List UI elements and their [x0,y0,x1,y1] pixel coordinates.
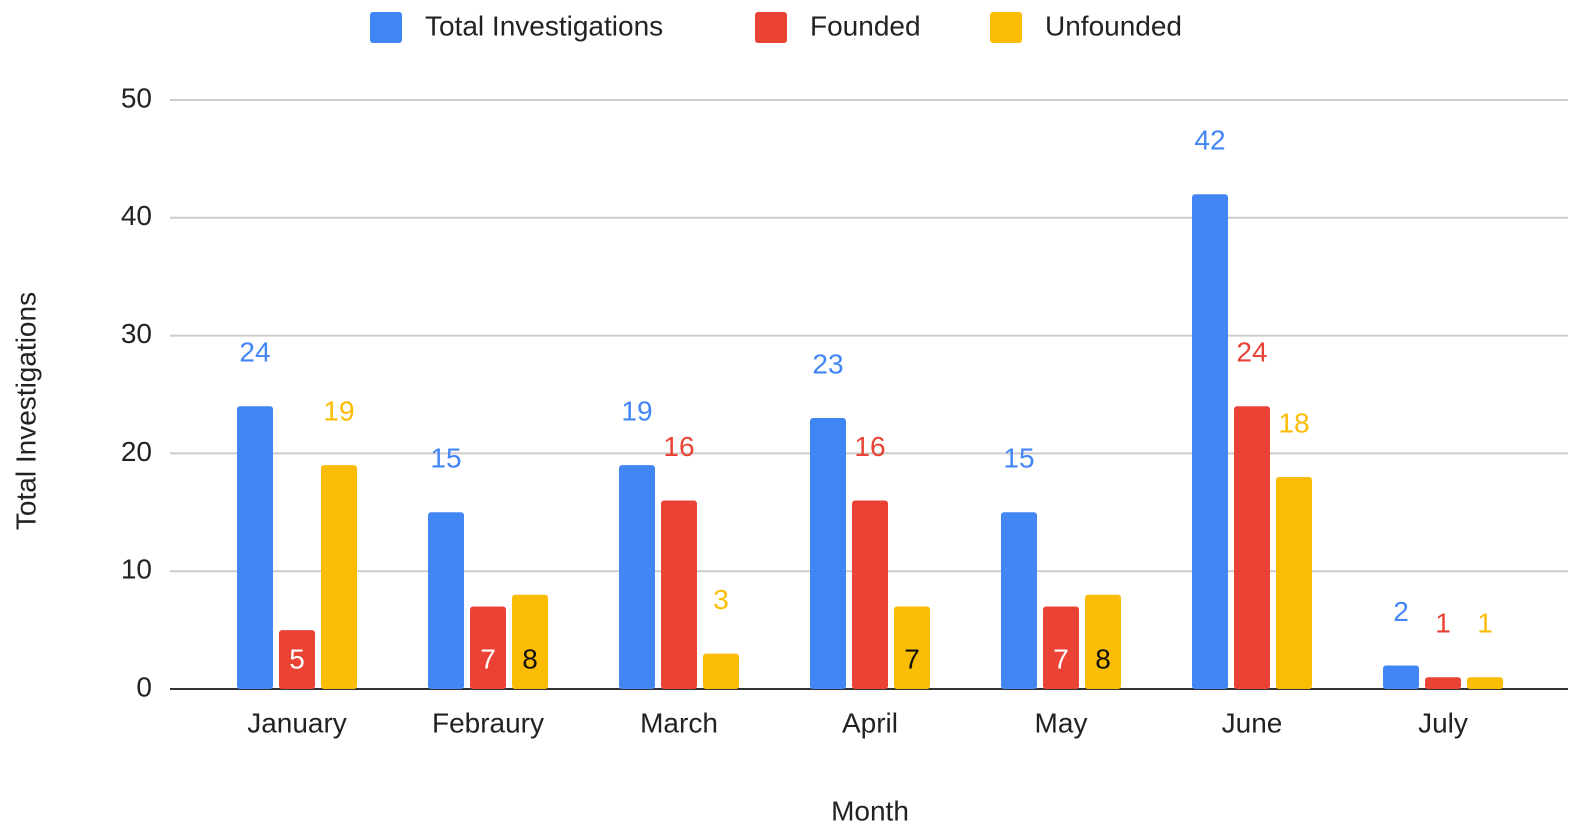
value-label: 8 [522,643,538,674]
value-label: 7 [480,643,496,674]
bar [1001,512,1037,689]
bar [1383,665,1419,689]
value-label: 1 [1435,608,1451,639]
bar [810,418,846,689]
value-label: 5 [289,643,305,674]
bar [237,406,273,689]
value-label: 15 [1003,443,1034,474]
x-tick-label: June [1222,707,1283,738]
bar [894,606,930,689]
value-label: 7 [1053,643,1069,674]
bar [470,606,506,689]
x-tick-label: January [247,707,347,738]
value-label: 42 [1194,125,1225,156]
legend-label: Founded [810,10,921,41]
value-label: 8 [1095,643,1111,674]
bar [512,594,548,689]
bar [619,465,655,689]
x-axis-title: Month [831,795,909,826]
value-label: 16 [663,431,694,462]
value-label: 16 [854,431,885,462]
value-label: 3 [713,584,729,615]
bar [1192,194,1228,690]
bar [1085,594,1121,689]
bar [1234,406,1270,689]
y-axis-title: Total Investigations [10,292,41,530]
value-label: 23 [812,348,843,379]
bar [703,653,739,689]
value-label: 24 [1236,337,1267,368]
bar [1276,476,1312,689]
y-tick-label: 10 [121,554,152,585]
bar [428,512,464,689]
x-tick-label: July [1418,707,1468,738]
bar [279,630,315,689]
value-label: 2 [1393,596,1409,627]
legend-swatch [755,12,787,43]
y-tick-label: 30 [121,318,152,349]
legend-swatch [990,12,1022,43]
bar [661,500,697,689]
bar [321,465,357,689]
legend-label: Unfounded [1045,10,1182,41]
value-label: 19 [621,396,652,427]
y-tick-label: 40 [121,200,152,231]
value-label: 24 [239,337,270,368]
y-tick-label: 20 [121,436,152,467]
x-tick-label: Febraury [432,707,544,738]
x-tick-label: March [640,707,718,738]
bar [1467,677,1503,689]
y-tick-label: 0 [136,671,152,702]
value-label: 15 [430,443,461,474]
value-label: 18 [1278,407,1309,438]
value-label: 1 [1477,608,1493,639]
legend-swatch [370,12,402,43]
bar [1043,606,1079,689]
x-tick-label: April [842,707,898,738]
bar [852,500,888,689]
bar [1425,677,1461,689]
legend-label: Total Investigations [425,10,663,41]
y-tick-label: 50 [121,82,152,113]
value-label: 7 [904,643,920,674]
x-tick-label: May [1035,707,1088,738]
value-label: 19 [323,396,354,427]
